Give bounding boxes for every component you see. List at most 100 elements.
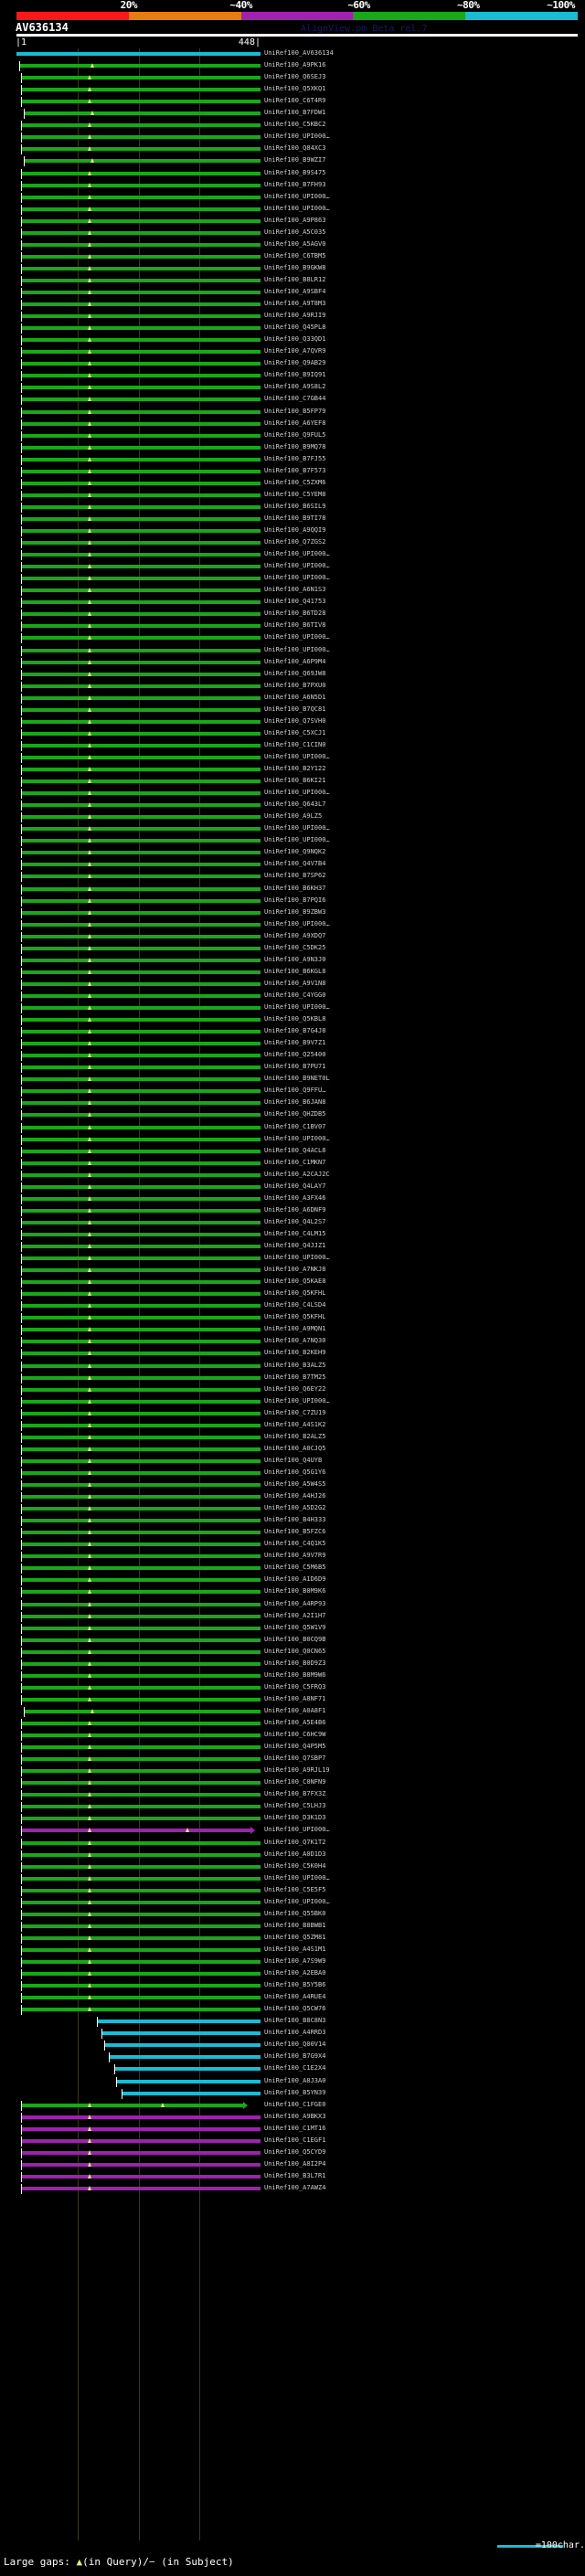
hit-bar[interactable]: [21, 922, 261, 927]
hit-bar[interactable]: [21, 827, 261, 832]
hit-label[interactable]: UniRef100_C6HC9W: [264, 1731, 326, 1739]
hit-label[interactable]: UniRef100_B8C8N3: [264, 2017, 326, 2025]
alignment-row[interactable]: UniRef100_UPI000…: [0, 1134, 585, 1146]
hit-label[interactable]: UniRef100_Q00V14: [264, 2041, 326, 2049]
hit-bar[interactable]: [21, 803, 261, 808]
alignment-row[interactable]: UniRef100_A5AGV0: [0, 239, 585, 251]
hit-bar[interactable]: [21, 1149, 261, 1153]
hit-label[interactable]: UniRef100_A9MQN1: [264, 1325, 326, 1333]
alignment-row[interactable]: UniRef100_B9MQ78: [0, 442, 585, 454]
hit-label[interactable]: UniRef100_A4RP93: [264, 1599, 326, 1607]
hit-label[interactable]: UniRef100_Q4UYB: [264, 1456, 323, 1464]
hit-label[interactable]: UniRef100_Q84XC3: [264, 144, 326, 153]
alignment-row[interactable]: UniRef100_C1MT16: [0, 2124, 585, 2136]
hit-label[interactable]: UniRef100_A3FX46: [264, 1193, 326, 1202]
hit-bar[interactable]: [21, 409, 261, 414]
alignment-row[interactable]: UniRef100_B6KGL8: [0, 967, 585, 979]
alignment-row[interactable]: UniRef100_C5LHJ3: [0, 1801, 585, 1813]
hit-bar[interactable]: [21, 791, 261, 796]
hit-bar[interactable]: [21, 1495, 261, 1500]
hit-bar[interactable]: [113, 2067, 261, 2072]
alignment-row[interactable]: UniRef100_B9ZBW3: [0, 907, 585, 919]
hit-label[interactable]: UniRef100_B7TM25: [264, 1373, 326, 1381]
hit-bar[interactable]: [21, 958, 261, 962]
hit-bar[interactable]: [21, 541, 261, 546]
alignment-row[interactable]: UniRef100_Q4UYB: [0, 1456, 585, 1468]
alignment-row[interactable]: UniRef100_B6JAN8: [0, 1097, 585, 1109]
hit-label[interactable]: UniRef100_B6KI21: [264, 777, 326, 785]
alignment-row[interactable]: UniRef100_Q5KAE8: [0, 1277, 585, 1288]
hit-bar[interactable]: [21, 433, 261, 438]
alignment-row[interactable]: UniRef100_A6N1S3: [0, 585, 585, 597]
hit-bar[interactable]: [21, 660, 261, 664]
alignment-row[interactable]: UniRef100_C5YEM8: [0, 490, 585, 502]
alignment-row[interactable]: UniRef100_A8J3A0: [0, 2076, 585, 2088]
hit-label[interactable]: UniRef100_Q4ACL8: [264, 1146, 326, 1154]
alignment-row[interactable]: UniRef100_B7PXU0: [0, 681, 585, 693]
hit-label[interactable]: UniRef100_A2EBA0: [264, 1969, 326, 1977]
hit-bar[interactable]: [21, 1935, 261, 1940]
hit-label[interactable]: UniRef100_Q9AB29: [264, 359, 326, 367]
hit-bar[interactable]: [21, 553, 261, 557]
alignment-row[interactable]: UniRef100_Q5G1Y6: [0, 1468, 585, 1479]
alignment-row[interactable]: UniRef100_Q55BK0: [0, 1909, 585, 1921]
alignment-row[interactable]: UniRef100_A0CJQ5: [0, 1444, 585, 1456]
hit-bar[interactable]: [21, 529, 261, 533]
alignment-row[interactable]: UniRef100_A7AWZ4: [0, 2183, 585, 2195]
alignment-row[interactable]: UniRef100_C1CIN0: [0, 740, 585, 752]
hit-label[interactable]: UniRef100_A4HJ26: [264, 1492, 326, 1500]
hit-label[interactable]: UniRef100_A9RJL19: [264, 1766, 330, 1775]
alignment-row[interactable]: UniRef100_A4HJ26: [0, 1491, 585, 1503]
hit-label[interactable]: UniRef100_A9XDQ7: [264, 931, 326, 939]
hit-bar[interactable]: [104, 2043, 261, 2048]
hit-bar[interactable]: [21, 516, 261, 521]
hit-bar[interactable]: [21, 1673, 261, 1678]
alignment-row[interactable]: UniRef100_B8M9W6: [0, 1670, 585, 1682]
hit-label[interactable]: UniRef100_B6TD28: [264, 610, 326, 618]
hit-bar[interactable]: [21, 1769, 261, 1774]
alignment-row[interactable]: UniRef100_B7QC81: [0, 705, 585, 716]
hit-label[interactable]: UniRef100_Q4L2S7: [264, 1217, 326, 1225]
hit-bar[interactable]: [21, 1447, 261, 1451]
alignment-row[interactable]: UniRef100_B7FX3Z: [0, 1789, 585, 1801]
alignment-row[interactable]: UniRef100_A2EBA0: [0, 1968, 585, 1980]
alignment-row[interactable]: UniRef100_UPI000…: [0, 1253, 585, 1265]
hit-label[interactable]: UniRef100_A4S1K2: [264, 1420, 326, 1428]
hit-label[interactable]: UniRef100_C5M6B5: [264, 1564, 326, 1572]
hit-bar[interactable]: [21, 1757, 261, 1762]
hit-bar[interactable]: [21, 1387, 261, 1392]
hit-label[interactable]: UniRef100_B2ALZ5: [264, 1432, 326, 1440]
alignment-row[interactable]: UniRef100_A4S1M1: [0, 1945, 585, 1956]
hit-bar[interactable]: [21, 291, 261, 294]
hit-label[interactable]: UniRef100_C5XCJ1: [264, 728, 326, 737]
hit-label[interactable]: UniRef100_A6P9M4: [264, 657, 326, 665]
hit-bar[interactable]: [21, 183, 261, 187]
hit-label[interactable]: UniRef100_C1BV07: [264, 1122, 326, 1130]
hit-label[interactable]: UniRef100_A5AGV0: [264, 239, 326, 248]
hit-bar[interactable]: [21, 1722, 261, 1725]
alignment-row[interactable]: UniRef100_D3K1D3: [0, 1813, 585, 1825]
hit-bar[interactable]: [21, 1519, 261, 1523]
hit-bar[interactable]: [21, 218, 261, 223]
hit-label[interactable]: UniRef100_C1CIN0: [264, 740, 326, 748]
hit-bar[interactable]: [21, 1590, 261, 1595]
alignment-row[interactable]: UniRef100_UPI000…: [0, 645, 585, 657]
hit-bar[interactable]: [21, 1030, 261, 1034]
alignment-row[interactable]: UniRef100_A6N5D1: [0, 693, 585, 705]
hit-label[interactable]: UniRef100_A9V1N8: [264, 979, 326, 987]
hit-bar[interactable]: [21, 672, 261, 676]
hit-label[interactable]: UniRef100_B9MQ78: [264, 442, 326, 451]
alignment-row[interactable]: UniRef100_Q41753: [0, 597, 585, 609]
hit-label[interactable]: UniRef100_B9TI78: [264, 514, 326, 522]
alignment-row[interactable]: UniRef100_B7G9X4: [0, 2051, 585, 2063]
hit-label[interactable]: UniRef100_UPI000…: [264, 836, 330, 844]
hit-bar[interactable]: [21, 1054, 261, 1058]
hit-label[interactable]: UniRef100_A9PK16: [264, 61, 326, 69]
alignment-row[interactable]: UniRef100_C5K0H4: [0, 1861, 585, 1873]
alignment-row[interactable]: UniRef100_Q4V7B4: [0, 859, 585, 871]
alignment-row[interactable]: UniRef100_A9T8M3: [0, 299, 585, 311]
hit-label[interactable]: UniRef100_Q5KFHL: [264, 1313, 326, 1321]
hit-bar[interactable]: [21, 1328, 261, 1332]
hit-bar[interactable]: [21, 469, 261, 473]
alignment-row[interactable]: UniRef100_A0A8F1: [0, 1706, 585, 1718]
